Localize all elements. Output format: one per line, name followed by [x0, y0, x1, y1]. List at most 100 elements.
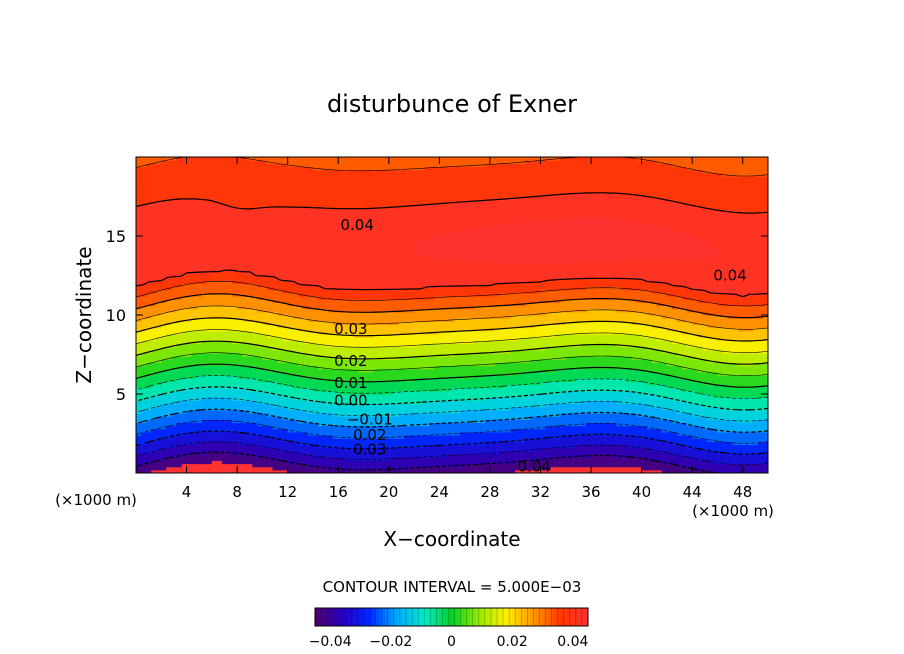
contour-cell [267, 172, 274, 177]
contour-cell [368, 201, 375, 205]
contour-cell [318, 343, 324, 348]
contour-cell [277, 422, 284, 427]
contour-cell [368, 217, 375, 221]
contour-cell [302, 447, 309, 452]
contour-cell [171, 422, 178, 427]
contour-cell [136, 324, 142, 329]
contour-cell [227, 248, 233, 253]
contour-cell [191, 229, 198, 234]
contour-cell [323, 169, 329, 174]
contour-cell [328, 258, 334, 262]
contour-cell [383, 217, 390, 221]
contour-cell [191, 169, 198, 174]
contour-cell [328, 390, 334, 395]
contour-cell [373, 236, 380, 240]
contour-cell [383, 368, 390, 373]
contour-cell [252, 175, 258, 180]
contour-cell [196, 469, 203, 473]
contour-cell [227, 469, 233, 473]
contour-cell [242, 261, 248, 266]
contour-cell [272, 163, 279, 168]
contour-cell [318, 210, 324, 215]
contour-cell [318, 229, 324, 234]
contour-cell [272, 292, 279, 297]
contour-cell [378, 469, 385, 473]
contour-cell [232, 431, 238, 436]
contour-cell [348, 371, 355, 376]
contour-cell [272, 223, 279, 228]
contour-cell [343, 397, 349, 401]
contour-cell [318, 242, 324, 247]
contour-cell [282, 157, 289, 161]
contour-cell [181, 169, 188, 174]
contour-cell [378, 163, 385, 168]
contour-cell [282, 390, 289, 395]
contour-cell [237, 352, 243, 357]
contour-cell [247, 286, 253, 291]
contour-cell [323, 450, 329, 455]
contour-cell [171, 435, 178, 439]
contour-cell [252, 292, 258, 297]
contour-cell [333, 428, 339, 433]
contour-cell [262, 242, 269, 247]
contour-cell [358, 207, 365, 212]
contour-cell [343, 305, 349, 310]
contour-cell [272, 194, 279, 199]
contour-cell [196, 213, 203, 218]
contour-cell [287, 179, 294, 183]
contour-cell [257, 333, 263, 338]
contour-cell [267, 210, 274, 215]
contour-cell [146, 400, 152, 405]
contour-cell [146, 362, 152, 367]
contour-cell [272, 441, 279, 446]
contour-cell [227, 160, 233, 164]
contour-cell [196, 236, 203, 240]
contour-cell [383, 175, 390, 180]
contour-cell [292, 182, 299, 187]
contour-cell [221, 384, 228, 389]
contour-cell [166, 450, 172, 455]
contour-cell [353, 229, 360, 234]
contour-cell [216, 185, 223, 190]
contour-cell [136, 157, 142, 161]
contour-cell [302, 267, 309, 272]
contour-cell [358, 438, 365, 442]
contour-cell [156, 283, 162, 288]
contour-cell [191, 406, 198, 411]
contour-cell [252, 428, 258, 433]
contour-cell [302, 296, 309, 300]
contour-cell [156, 163, 162, 168]
contour-cell [171, 375, 178, 379]
contour-cell [307, 321, 314, 326]
contour-cell [358, 352, 365, 357]
contour-cell [373, 444, 380, 449]
contour-cell [378, 242, 385, 247]
contour-cell [292, 378, 299, 382]
contour-cell [242, 163, 248, 168]
contour-cell [373, 204, 380, 209]
contour-cell [297, 381, 304, 386]
contour-cell [227, 346, 233, 351]
contour-cell [307, 308, 314, 313]
contour-cell [343, 444, 349, 449]
contour-cell [338, 422, 344, 427]
contour-cell [348, 441, 355, 446]
contour-cell [176, 403, 183, 408]
contour-cell [348, 349, 355, 354]
contour-cell [348, 198, 355, 202]
contour-cell [358, 346, 365, 351]
contour-cell [287, 236, 294, 240]
contour-cell [196, 179, 203, 183]
contour-cell [272, 406, 279, 411]
contour-cell [176, 330, 183, 335]
contour-cell [141, 346, 147, 351]
contour-cell [247, 450, 253, 455]
contour-cell [257, 258, 263, 262]
contour-cell [211, 283, 218, 288]
contour-cell [161, 308, 167, 313]
contour-cell [227, 254, 233, 259]
contour-cell [353, 406, 360, 411]
contour-cell [307, 346, 314, 351]
contour-cell [151, 378, 157, 382]
contour-cell [166, 343, 172, 348]
